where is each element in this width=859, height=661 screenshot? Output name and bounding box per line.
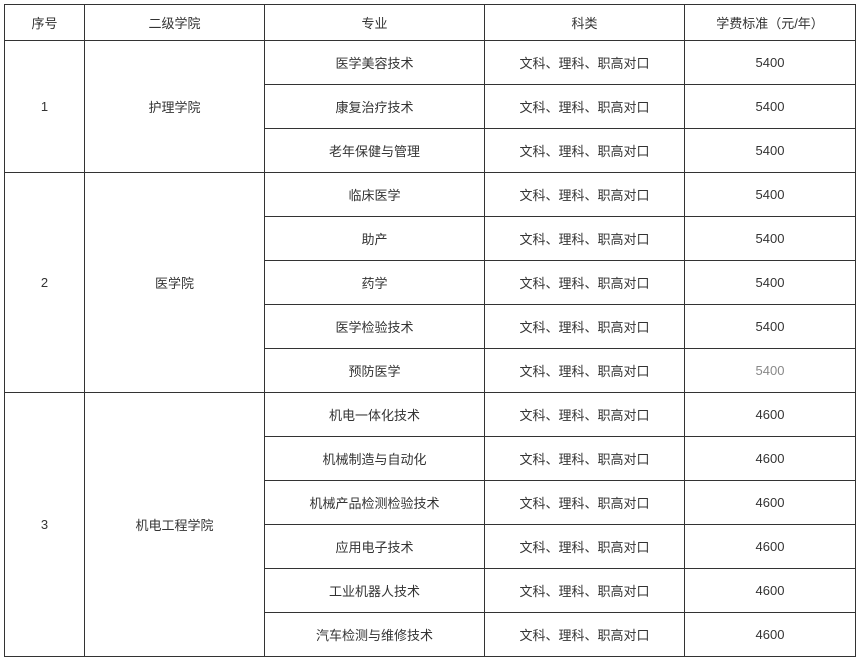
cell-major: 机械产品检测检验技术 [265,481,485,525]
cell-major: 医学美容技术 [265,41,485,85]
cell-college: 医学院 [85,173,265,393]
cell-major: 助产 [265,217,485,261]
cell-fee: 4600 [685,437,856,481]
cell-category: 文科、理科、职高对口 [485,481,685,525]
tuition-table: 序号 二级学院 专业 科类 学费标准（元/年） 1护理学院医学美容技术文科、理科… [4,4,856,657]
header-fee: 学费标准（元/年） [685,5,856,41]
cell-major: 医学检验技术 [265,305,485,349]
cell-fee: 5400 [685,349,856,393]
cell-fee: 4600 [685,393,856,437]
cell-category: 文科、理科、职高对口 [485,129,685,173]
cell-fee: 4600 [685,613,856,657]
cell-seq: 3 [5,393,85,657]
cell-fee: 4600 [685,569,856,613]
table-body: 1护理学院医学美容技术文科、理科、职高对口5400康复治疗技术文科、理科、职高对… [5,41,856,657]
cell-category: 文科、理科、职高对口 [485,525,685,569]
cell-fee: 5400 [685,217,856,261]
cell-seq: 2 [5,173,85,393]
table-row: 2医学院临床医学文科、理科、职高对口5400 [5,173,856,217]
header-category: 科类 [485,5,685,41]
cell-fee: 5400 [685,261,856,305]
header-college: 二级学院 [85,5,265,41]
cell-major: 机电一体化技术 [265,393,485,437]
table-row: 1护理学院医学美容技术文科、理科、职高对口5400 [5,41,856,85]
cell-category: 文科、理科、职高对口 [485,569,685,613]
cell-category: 文科、理科、职高对口 [485,41,685,85]
cell-major: 康复治疗技术 [265,85,485,129]
cell-major: 工业机器人技术 [265,569,485,613]
cell-seq: 1 [5,41,85,173]
cell-fee: 5400 [685,305,856,349]
cell-college: 机电工程学院 [85,393,265,657]
cell-major: 老年保健与管理 [265,129,485,173]
table-header-row: 序号 二级学院 专业 科类 学费标准（元/年） [5,5,856,41]
cell-fee: 5400 [685,129,856,173]
cell-major: 临床医学 [265,173,485,217]
cell-major: 应用电子技术 [265,525,485,569]
cell-category: 文科、理科、职高对口 [485,437,685,481]
header-major: 专业 [265,5,485,41]
cell-fee: 4600 [685,481,856,525]
cell-major: 药学 [265,261,485,305]
cell-category: 文科、理科、职高对口 [485,349,685,393]
cell-category: 文科、理科、职高对口 [485,173,685,217]
cell-category: 文科、理科、职高对口 [485,85,685,129]
cell-major: 机械制造与自动化 [265,437,485,481]
cell-fee: 5400 [685,41,856,85]
cell-category: 文科、理科、职高对口 [485,613,685,657]
cell-college: 护理学院 [85,41,265,173]
cell-category: 文科、理科、职高对口 [485,393,685,437]
cell-fee: 4600 [685,525,856,569]
cell-category: 文科、理科、职高对口 [485,217,685,261]
header-seq: 序号 [5,5,85,41]
cell-major: 汽车检测与维修技术 [265,613,485,657]
cell-category: 文科、理科、职高对口 [485,305,685,349]
cell-major: 预防医学 [265,349,485,393]
cell-category: 文科、理科、职高对口 [485,261,685,305]
cell-fee: 5400 [685,173,856,217]
table-row: 3机电工程学院机电一体化技术文科、理科、职高对口4600 [5,393,856,437]
cell-fee: 5400 [685,85,856,129]
